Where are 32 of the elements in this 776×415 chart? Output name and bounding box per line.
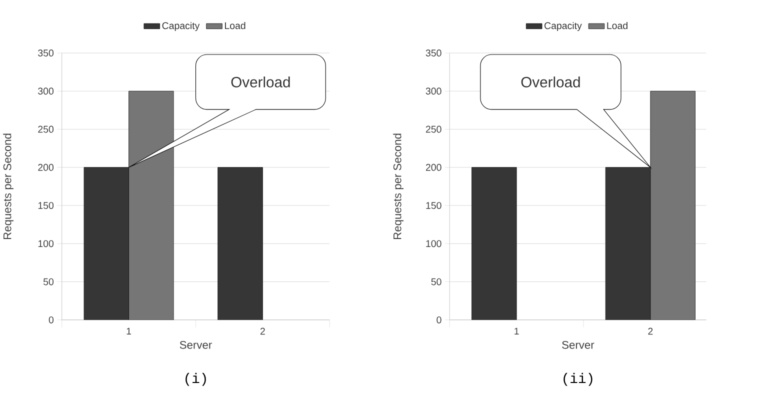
- y-tick-label: 300: [426, 88, 442, 95]
- x-tick-label: 2: [648, 328, 653, 335]
- y-tick-label: 350: [38, 50, 54, 57]
- legend-label: Load: [607, 22, 628, 30]
- x-tick-label: 1: [126, 328, 132, 335]
- legend-label: Capacity: [544, 22, 582, 32]
- text: (i): [186, 373, 206, 386]
- y-axis-title: Requests per Second: [393, 134, 404, 240]
- y-tick-label: 100: [426, 240, 442, 248]
- text: (ii): [564, 373, 592, 386]
- annotation: Overload: [521, 76, 580, 88]
- legend-label: Load: [225, 22, 246, 30]
- annotation: Overload: [231, 76, 290, 88]
- x-axis-title: Server: [180, 341, 212, 349]
- y-tick-label: 100: [38, 240, 54, 248]
- y-axis-title: Requests per Second: [3, 134, 14, 240]
- y-tick-label: 200: [426, 164, 442, 171]
- x-tick-label: 2: [260, 328, 265, 335]
- y-tick-label: 200: [38, 164, 54, 171]
- x-tick-label: 1: [514, 328, 519, 335]
- x-axis-title: Server: [562, 341, 594, 349]
- y-tick-label: 150: [426, 202, 442, 210]
- y-tick-label: 0: [436, 316, 442, 324]
- y-tick-label: 250: [426, 126, 442, 133]
- y-tick-label: 350: [426, 50, 442, 57]
- legend-label: Capacity: [162, 22, 200, 32]
- y-tick-label: 0: [48, 316, 54, 324]
- y-tick-label: 250: [38, 126, 54, 133]
- y-tick-label: 150: [38, 202, 54, 210]
- y-tick-label: 50: [43, 278, 54, 286]
- y-tick-label: 300: [38, 88, 54, 95]
- y-tick-label: 50: [431, 278, 442, 286]
